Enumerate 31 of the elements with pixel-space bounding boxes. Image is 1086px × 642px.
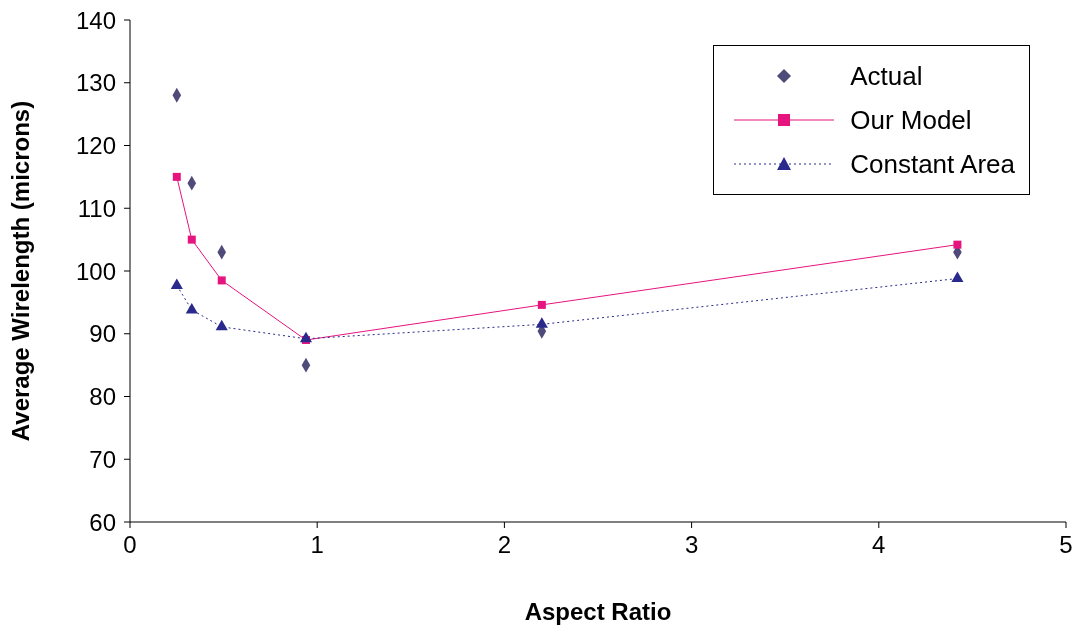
- x-tick-label: 2: [497, 531, 512, 559]
- legend-label: Our Model: [850, 104, 972, 136]
- y-tick-label: 70: [89, 445, 116, 473]
- x-tick-label: 3: [684, 531, 699, 559]
- y-axis-title: Average Wirelength (microns): [6, 100, 34, 442]
- y-tick-label: 80: [89, 383, 116, 411]
- point: [535, 317, 548, 328]
- point: [537, 300, 546, 309]
- point: [951, 271, 964, 283]
- point: [170, 278, 183, 289]
- y-tick-label: 90: [89, 320, 116, 348]
- x-axis-title: Aspect Ratio: [524, 598, 672, 625]
- point: [172, 172, 181, 181]
- point: [217, 276, 226, 285]
- legend-label: Actual: [850, 60, 923, 92]
- point: [185, 302, 198, 314]
- x-tick-label: 1: [310, 531, 324, 559]
- point: [299, 331, 313, 343]
- x-tick-label: 5: [1059, 531, 1073, 559]
- y-tick-label: 100: [75, 257, 116, 285]
- x-tick-label: 0: [123, 531, 137, 559]
- y-tick-label: 140: [75, 6, 116, 34]
- y-tick-label: 60: [89, 508, 116, 536]
- point: [953, 240, 962, 249]
- y-tick-label: 130: [75, 69, 116, 97]
- point: [215, 319, 228, 331]
- x-tick-label: 4: [872, 531, 886, 559]
- y-tick-label: 110: [77, 194, 116, 222]
- legend-label: Constant Area: [850, 148, 1015, 180]
- point: [187, 235, 196, 244]
- y-tick-label: 120: [75, 132, 116, 160]
